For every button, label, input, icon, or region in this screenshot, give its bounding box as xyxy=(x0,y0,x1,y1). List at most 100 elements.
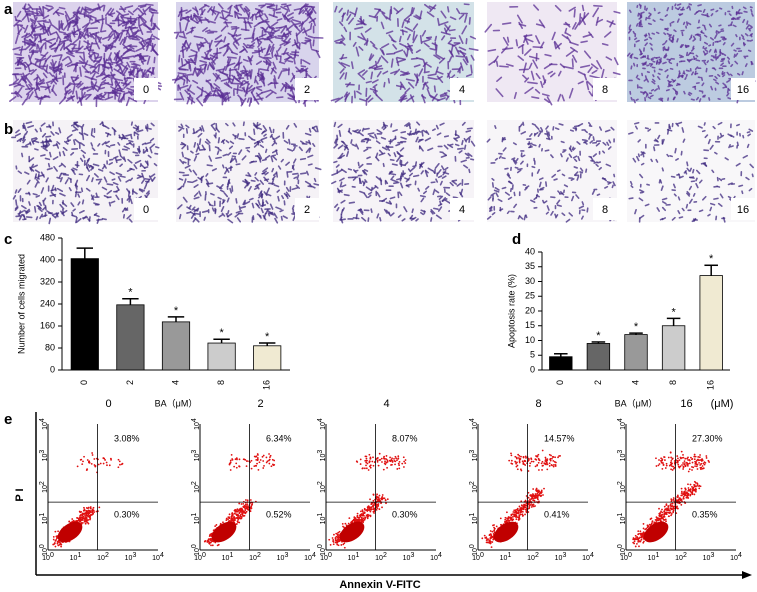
cell xyxy=(406,17,411,24)
cell xyxy=(347,168,353,171)
cell xyxy=(363,168,369,172)
cell xyxy=(89,32,96,40)
cell xyxy=(47,7,54,13)
cell xyxy=(58,172,63,178)
cell xyxy=(572,147,576,151)
cell xyxy=(390,123,393,128)
cell xyxy=(66,15,76,22)
cell xyxy=(551,31,556,41)
cell xyxy=(97,143,101,147)
cell xyxy=(150,66,155,76)
cell xyxy=(186,211,191,214)
cell xyxy=(715,9,719,13)
cell xyxy=(569,41,579,46)
cell xyxy=(23,5,27,13)
cell xyxy=(83,132,89,136)
cell xyxy=(441,35,446,41)
cell xyxy=(14,53,23,56)
cell xyxy=(299,157,307,161)
cell xyxy=(45,139,50,145)
cell xyxy=(201,125,205,132)
cell xyxy=(298,42,301,50)
cell xyxy=(335,164,340,168)
cell xyxy=(41,132,47,138)
cell xyxy=(337,189,343,193)
cell xyxy=(491,177,495,181)
cell xyxy=(113,68,122,75)
cell xyxy=(646,78,649,83)
event-dot xyxy=(398,467,401,470)
cell xyxy=(556,204,562,207)
event-dot xyxy=(363,512,366,514)
cell xyxy=(690,47,695,52)
cell xyxy=(352,41,357,47)
cell xyxy=(692,45,695,49)
event-dot xyxy=(365,461,368,464)
cell xyxy=(227,218,234,224)
cell xyxy=(128,96,138,103)
cell xyxy=(38,201,42,207)
cell xyxy=(254,172,258,176)
cell xyxy=(178,9,188,13)
cell xyxy=(613,10,621,14)
cell xyxy=(136,129,144,133)
cell xyxy=(371,79,379,84)
cell xyxy=(569,129,574,132)
cell xyxy=(198,4,207,11)
cell xyxy=(91,147,96,152)
event-dot xyxy=(368,509,371,511)
cell xyxy=(538,130,543,133)
event-dot xyxy=(58,543,61,546)
cell xyxy=(710,13,714,17)
cell xyxy=(30,137,37,140)
event-dot xyxy=(242,509,244,512)
cell xyxy=(740,34,745,38)
cell xyxy=(736,12,741,15)
cell xyxy=(557,70,562,77)
tick-exponent: 2 xyxy=(257,552,261,559)
cell xyxy=(341,207,345,212)
cell xyxy=(118,32,123,42)
cell xyxy=(267,34,274,39)
cell xyxy=(565,218,571,223)
cell xyxy=(71,19,79,24)
cell xyxy=(532,59,539,69)
cell xyxy=(30,25,35,32)
cell xyxy=(194,55,198,64)
cell xyxy=(702,162,708,167)
cell xyxy=(399,147,405,152)
cell xyxy=(240,205,247,209)
cell xyxy=(24,171,30,175)
cell xyxy=(20,75,25,82)
cell xyxy=(720,62,724,67)
event-dot xyxy=(372,464,375,467)
cell xyxy=(150,143,156,148)
tick-base: 10 xyxy=(430,555,438,562)
cell xyxy=(424,170,429,178)
significance: * xyxy=(265,331,270,343)
cell xyxy=(741,71,744,76)
cell xyxy=(32,193,38,196)
cell xyxy=(538,143,541,148)
event-dot xyxy=(365,467,368,470)
y-tick-label: 103 xyxy=(317,450,327,462)
tick-base: 10 xyxy=(320,555,328,562)
cell xyxy=(199,17,203,24)
cell xyxy=(654,88,659,92)
cell xyxy=(315,49,321,59)
cell xyxy=(201,210,209,213)
cell xyxy=(506,173,512,179)
cell xyxy=(285,161,290,166)
event-dot xyxy=(234,510,237,513)
cell xyxy=(367,194,372,199)
cell xyxy=(525,214,528,219)
cell xyxy=(264,148,268,154)
event-dot xyxy=(76,517,78,519)
cell xyxy=(48,217,52,225)
cell xyxy=(499,208,504,212)
cell xyxy=(491,211,496,216)
x-tick-label: 8 xyxy=(668,380,678,385)
cell xyxy=(274,135,281,140)
cell xyxy=(679,12,684,16)
cell xyxy=(425,130,430,135)
